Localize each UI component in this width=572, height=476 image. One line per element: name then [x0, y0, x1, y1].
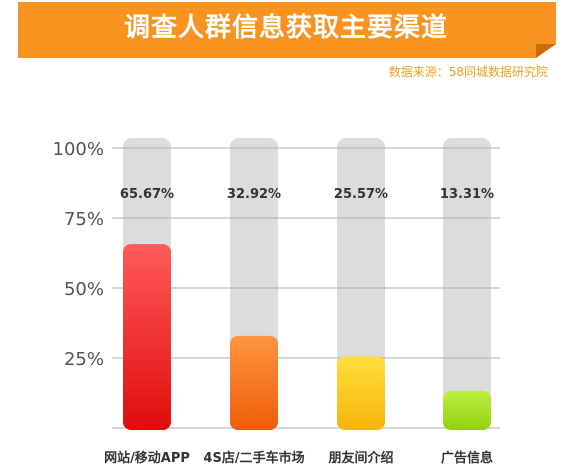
- y-tick-label: 100%: [53, 139, 104, 160]
- data-source-note: 数据来源：58同城数据研究院: [388, 65, 548, 79]
- bar-track-4: [443, 138, 491, 430]
- x-category-label: 4S店/二手车市场: [203, 450, 304, 466]
- data-label: 25.57%: [334, 187, 388, 202]
- banner-background: [18, 2, 556, 58]
- x-category-label: 网站/移动APP: [104, 450, 190, 466]
- data-label: 32.92%: [227, 187, 281, 202]
- bar-4: [443, 390, 491, 430]
- bar-1: [123, 244, 171, 430]
- y-tick-label: 75%: [64, 209, 104, 230]
- x-category-label: 朋友间介绍: [327, 450, 393, 466]
- data-label: 65.67%: [120, 187, 174, 202]
- bar-3: [337, 356, 385, 430]
- chart-title: 调查人群信息获取主要渠道: [123, 13, 448, 43]
- bar-2: [230, 335, 278, 430]
- title-banner: [18, 2, 556, 58]
- x-category-label: 广告信息: [441, 450, 493, 466]
- y-tick-label: 50%: [64, 279, 104, 300]
- y-tick-label: 25%: [64, 349, 104, 370]
- banner-fold: [536, 44, 556, 58]
- data-label: 13.31%: [440, 187, 494, 202]
